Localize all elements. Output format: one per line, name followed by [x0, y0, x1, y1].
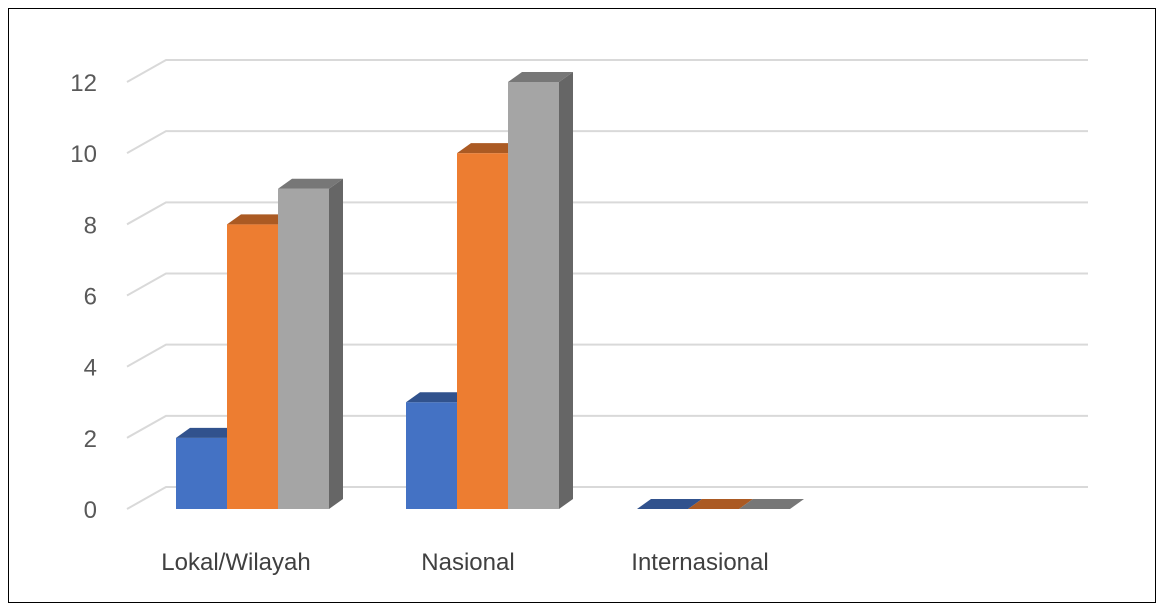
- bar: [688, 499, 753, 509]
- category-label: Lokal/Wilayah: [161, 549, 310, 576]
- bar: [739, 499, 804, 509]
- y-tick-label: 10: [70, 141, 97, 168]
- bars: [176, 72, 804, 510]
- gridlines: [126, 59, 1088, 510]
- gridline: [126, 414, 1088, 439]
- bar-top: [637, 499, 702, 509]
- bar-top: [278, 178, 343, 189]
- bar-front: [278, 188, 329, 509]
- y-tick-label: 12: [70, 70, 97, 97]
- y-tick-label: 2: [84, 426, 97, 453]
- category-labels: Lokal/Wilayah Nasional Internasional: [161, 549, 768, 576]
- y-tick-label: 8: [84, 212, 97, 239]
- bar-front: [508, 82, 559, 509]
- bar: [278, 178, 343, 509]
- bar-top: [688, 499, 753, 509]
- bar-top: [227, 214, 292, 225]
- bar-side: [559, 72, 573, 509]
- bar-front: [227, 224, 278, 510]
- gridline: [126, 201, 1088, 226]
- y-tick-label: 0: [84, 497, 97, 524]
- bar-top: [406, 392, 471, 403]
- bar-top: [508, 72, 573, 82]
- gridline: [126, 59, 1088, 83]
- bar-top: [176, 427, 241, 438]
- bar-front: [406, 402, 457, 509]
- category-label: Nasional: [421, 549, 514, 576]
- gridline: [126, 486, 1088, 510]
- bar-side: [329, 178, 343, 509]
- gridline: [126, 130, 1088, 155]
- gridline: [126, 272, 1088, 297]
- bar-front: [457, 153, 508, 509]
- bar: [637, 499, 702, 509]
- y-axis-ticks: 0 2 4 6 8 10 12: [70, 70, 97, 524]
- bar: [508, 72, 573, 509]
- bar-top: [457, 143, 522, 154]
- bar-top: [739, 499, 804, 509]
- y-tick-label: 6: [84, 284, 97, 311]
- gridline: [126, 343, 1088, 368]
- category-label: Internasional: [631, 549, 768, 576]
- y-tick-label: 4: [84, 355, 97, 382]
- bar-front: [176, 437, 227, 509]
